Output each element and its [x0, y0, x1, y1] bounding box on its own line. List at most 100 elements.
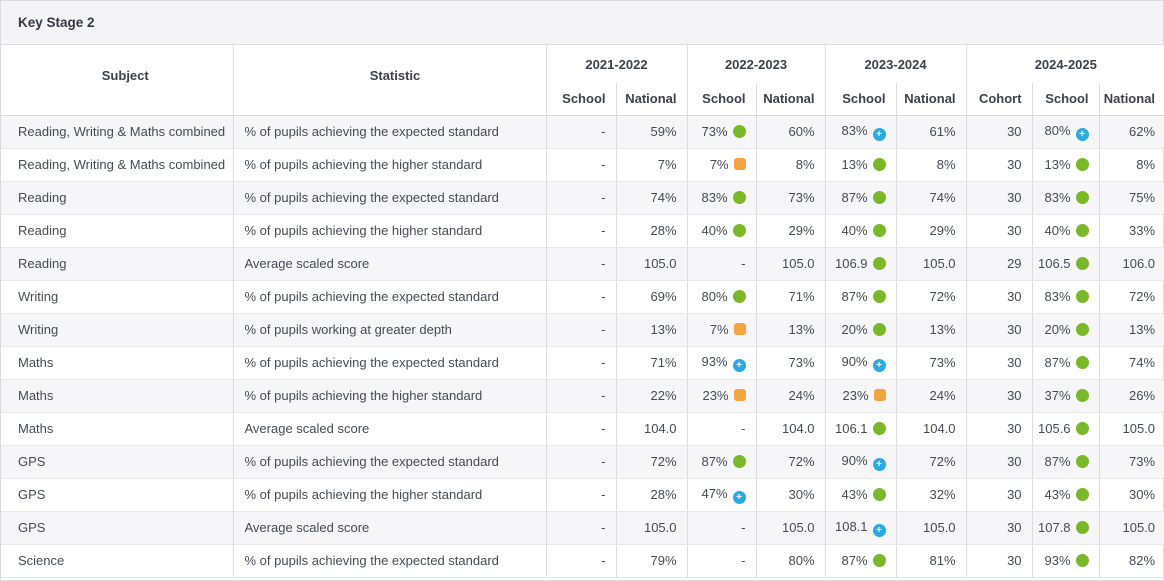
cell-value: -: [741, 553, 746, 568]
value-cell: 83% +: [824, 115, 897, 149]
value-cell: 72%: [1098, 280, 1164, 314]
value-cell: 33%: [1098, 214, 1164, 248]
subject-cell: Reading: [1, 181, 233, 215]
cell-value: 73%: [788, 355, 815, 370]
value-cell: -: [545, 313, 616, 347]
value-cell: 105.0: [1098, 412, 1164, 446]
cell-value: 26%: [1129, 388, 1156, 403]
cell-value: 105.0: [1122, 421, 1156, 436]
subject-cell: Science: [1, 544, 233, 578]
green-circle-icon: [872, 257, 886, 270]
cell-value: -: [741, 256, 746, 271]
value-cell: 20%: [1031, 313, 1100, 347]
col-header-school-2021: School: [545, 83, 616, 116]
cell-value: 32%: [929, 487, 956, 502]
value-cell: 72%: [895, 280, 967, 314]
col-header-statistic: Statistic: [232, 45, 546, 116]
value-cell: 73%: [755, 181, 826, 215]
value-cell: 87%: [824, 181, 897, 215]
cell-value: 108.1: [834, 518, 868, 534]
cell-value: 13%: [650, 322, 677, 337]
cell-value: 105.0: [781, 256, 815, 271]
statistic-cell: % of pupils achieving the expected stand…: [232, 181, 546, 215]
cell-value: 69%: [650, 289, 677, 304]
cell-value: -: [601, 157, 606, 172]
cell-value: 40%: [701, 223, 728, 238]
cell-value: 30: [1007, 388, 1022, 403]
cell-value: 90%: [841, 353, 868, 369]
value-cell: 62%: [1098, 115, 1164, 149]
cell-value: 72%: [929, 289, 956, 304]
cell-value: 40%: [841, 223, 868, 238]
value-cell: 7%: [686, 148, 757, 182]
value-cell: 80%: [686, 280, 757, 314]
value-cell: 87%: [686, 445, 757, 479]
cell-value: 72%: [1129, 289, 1156, 304]
cell-value: -: [741, 520, 746, 535]
green-circle-icon: [872, 488, 886, 501]
cell-value: 104.0: [781, 421, 815, 436]
value-cell: -: [545, 544, 616, 578]
cell-value: 83%: [1044, 289, 1071, 304]
orange-square-icon: [873, 389, 886, 401]
value-cell: 43%: [824, 478, 897, 512]
value-cell: 28%: [615, 214, 688, 248]
value-cell: -: [545, 478, 616, 512]
value-cell: 106.0: [1098, 247, 1164, 281]
cell-value: 7%: [657, 157, 677, 172]
cell-value: 106.9: [834, 256, 868, 271]
value-cell: 72%: [895, 445, 967, 479]
value-cell: 13%: [895, 313, 967, 347]
green-circle-icon: [1075, 521, 1089, 534]
cell-value: 30: [1007, 421, 1022, 436]
table-row: Maths% of pupils achieving the higher st…: [1, 379, 1164, 413]
cell-value: 72%: [788, 454, 815, 469]
col-header-school-2022: School: [686, 83, 757, 116]
cell-value: 105.0: [923, 256, 956, 271]
subject-cell: GPS: [1, 511, 233, 545]
value-cell: 30: [965, 280, 1033, 314]
cell-value: 8%: [795, 157, 815, 172]
value-cell: 90% +: [824, 445, 897, 479]
value-cell: 105.6: [1031, 412, 1100, 446]
value-cell: 30%: [1098, 478, 1164, 512]
value-cell: 87%: [1031, 445, 1100, 479]
cell-value: 43%: [1044, 487, 1071, 502]
statistic-cell: Average scaled score: [232, 247, 546, 281]
value-cell: 106.1: [824, 412, 897, 446]
green-circle-icon: [1075, 323, 1089, 336]
value-cell: 28%: [615, 478, 688, 512]
statistic-cell: % of pupils achieving the higher standar…: [232, 214, 546, 248]
cell-value: 13%: [788, 322, 815, 337]
value-cell: 106.5: [1031, 247, 1100, 281]
cell-value: -: [601, 454, 606, 469]
value-cell: 40%: [686, 214, 757, 248]
table-body: Reading, Writing & Maths combined% of pu…: [1, 115, 1164, 578]
value-cell: 71%: [615, 346, 688, 380]
value-cell: 75%: [1098, 181, 1164, 215]
value-cell: 80%: [755, 544, 826, 578]
cell-value: 22%: [650, 388, 677, 403]
value-cell: 7%: [686, 313, 757, 347]
cell-value: 74%: [929, 190, 956, 205]
value-cell: 83%: [686, 181, 757, 215]
value-cell: 105.0: [755, 247, 826, 281]
value-cell: 87%: [1031, 346, 1100, 380]
cell-value: 105.6: [1038, 421, 1071, 436]
green-circle-icon: [872, 191, 886, 204]
value-cell: 20%: [824, 313, 897, 347]
cell-value: 87%: [841, 190, 868, 205]
value-cell: 30: [965, 478, 1033, 512]
statistic-cell: % of pupils working at greater depth: [232, 313, 546, 347]
cell-value: 43%: [841, 487, 868, 502]
table-row: Writing% of pupils achieving the expecte…: [1, 280, 1164, 314]
green-circle-icon: [1075, 455, 1089, 468]
table-row: Reading% of pupils achieving the higher …: [1, 214, 1164, 248]
value-cell: -: [545, 379, 616, 413]
cell-value: -: [601, 223, 606, 238]
value-cell: 13%: [824, 148, 897, 182]
value-cell: 105.0: [895, 247, 967, 281]
cell-value: 23%: [702, 388, 729, 403]
value-cell: 30: [965, 346, 1033, 380]
cell-value: -: [601, 355, 606, 370]
